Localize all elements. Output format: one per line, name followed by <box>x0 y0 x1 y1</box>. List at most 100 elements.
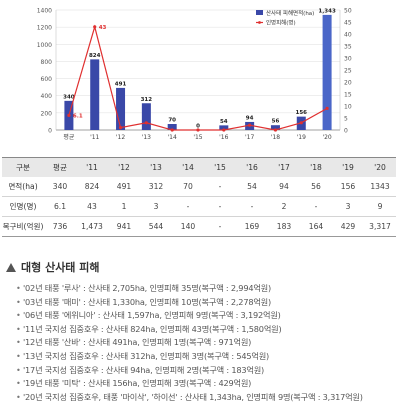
bar-data-label: 340 <box>63 94 75 100</box>
table-header-cell: '16 <box>236 157 268 177</box>
y-tick-label-right: 20 <box>344 80 352 87</box>
x-tick-label: '13 <box>142 134 151 141</box>
table-cell: 544 <box>148 222 164 231</box>
bar-data-label: 54 <box>220 119 228 125</box>
y-tick-label-left: 800 <box>41 59 53 66</box>
x-tick-label: '12 <box>116 134 125 141</box>
casualties-point <box>170 128 174 132</box>
bar-data-label: 824 <box>89 53 101 59</box>
table-cell: 340 <box>52 182 68 191</box>
damage-table: 구분 평균 '11 '12 '13 '14 '15 '16 '17 '18 '1… <box>2 157 396 237</box>
x-tick-label: '15 <box>193 134 202 141</box>
x-tick-label: 평균 <box>63 133 75 141</box>
bar-data-label: 94 <box>246 115 254 121</box>
table-header-cell: '17 <box>268 157 300 177</box>
table-cell: 56 <box>311 182 321 191</box>
legend-marker-line <box>258 21 261 24</box>
bar <box>322 14 332 131</box>
y-tick-label-right: 45 <box>344 20 352 27</box>
list-item: '19년 태풍 '미탁' : 산사태 156ha, 인명피해 3명(복구액 : … <box>16 377 396 391</box>
x-tick-label: '11 <box>90 134 99 141</box>
y-tick-label-right: 35 <box>344 44 352 51</box>
list-item: '06년 태풍 '에위니아' : 산사태 1,597ha, 인명피해 9명(복구… <box>16 309 396 323</box>
bar <box>270 125 280 130</box>
table-row-area: 면적(ha) 340 824 491 312 70 - 54 94 56 156… <box>2 177 396 197</box>
y-tick-label-right: 40 <box>344 32 352 39</box>
table-row-label: 인명(명) <box>9 202 37 211</box>
y-tick-label-left: 0 <box>48 128 52 135</box>
bar-data-label: 56 <box>272 119 280 125</box>
table-cell: 1,473 <box>81 222 103 231</box>
bar-data-label: 0 <box>196 124 200 130</box>
casualties-point <box>299 121 303 125</box>
y-tick-label-left: 1400 <box>37 8 52 15</box>
y-tick-label-left: 600 <box>41 76 53 83</box>
table-header-cell: '11 <box>76 157 108 177</box>
table-cell: 1343 <box>370 182 390 191</box>
y-tick-label-left: 400 <box>41 93 53 100</box>
event-list: '02년 태풍 '루사' : 산사태 2,705ha, 인명피해 35명(복구액… <box>16 282 396 404</box>
casualties-point <box>196 128 200 132</box>
list-item: '02년 태풍 '루사' : 산사태 2,705ha, 인명피해 35명(복구액… <box>16 282 396 296</box>
x-tick-label: '18 <box>271 134 280 141</box>
table-cell: 169 <box>244 222 260 231</box>
line-data-label: 6.1 <box>73 113 83 119</box>
casualties-point <box>144 121 148 125</box>
table-cell: 54 <box>247 182 257 191</box>
list-item: '03년 태풍 '매미' : 산사태 1,330ha, 인명피해 10명(복구액… <box>16 296 396 310</box>
table-cell: 824 <box>84 182 100 191</box>
casualties-point <box>93 25 97 29</box>
x-tick-label: '20 <box>322 134 331 141</box>
section-title: 대형 산사태 피해 <box>21 261 100 274</box>
table-cell: 6.1 <box>53 202 67 211</box>
line-data-label: 43 <box>99 25 107 31</box>
bar <box>219 125 229 130</box>
table-cell: 941 <box>116 222 132 231</box>
y-tick-label-right: 30 <box>344 56 352 63</box>
bar-data-label: 1,343 <box>318 8 336 14</box>
table-cell: 312 <box>148 182 164 191</box>
casualties-point <box>248 123 252 127</box>
x-tick-label: '16 <box>219 134 228 141</box>
y-tick-label-left: 200 <box>41 110 53 117</box>
list-item: '12년 태풍 '산바' : 산사태 491ha, 인명피해 1명(복구액 : … <box>16 336 396 350</box>
y-tick-label-right: 5 <box>344 116 348 123</box>
bar-data-label: 156 <box>296 110 308 116</box>
y-tick-label-right: 0 <box>344 128 348 135</box>
y-tick-label-right: 50 <box>344 8 352 15</box>
table-row-label: 면적(ha) <box>8 182 38 191</box>
bar-data-label: 312 <box>141 97 153 103</box>
table-cell: 183 <box>276 222 292 231</box>
table-header-cell: '12 <box>108 157 140 177</box>
y-tick-label-left: 1200 <box>37 25 52 32</box>
casualties-point <box>325 106 329 110</box>
table-cell: - <box>186 202 190 211</box>
table-cell: 3 <box>345 202 351 211</box>
y-tick-label-left: 1000 <box>37 42 52 49</box>
landslide-damage-chart: 0200400600800100012001400051015202530354… <box>37 8 352 142</box>
table-cell: 3,317 <box>369 222 391 231</box>
table-header-row: 구분 평균 '11 '12 '13 '14 '15 '16 '17 '18 '1… <box>2 157 396 177</box>
casualties-point <box>118 126 123 130</box>
list-item: '17년 국지성 집중호우 : 산사태 94ha, 인명피해 2명(복구액 : … <box>16 364 396 378</box>
table-cell: 9 <box>377 202 383 211</box>
section-heading: 대형 산사태 피해 <box>6 259 100 275</box>
table-cell: 736 <box>52 222 68 231</box>
table-header-cell: '20 <box>364 157 396 177</box>
table-cell: - <box>250 202 254 211</box>
x-tick-label: '17 <box>245 134 254 141</box>
bar-data-label: 491 <box>115 81 127 87</box>
bar-data-label: 70 <box>168 118 176 124</box>
table-cell: 70 <box>183 182 193 191</box>
legend-label-line: 인명피해(명) <box>266 19 296 27</box>
x-tick-label: '14 <box>168 134 177 141</box>
casualties-point <box>273 128 278 132</box>
table-row-label: 복구비(억원) <box>2 222 44 231</box>
table-cell: 1 <box>121 202 127 211</box>
list-item: '13년 국지성 집중호우 : 산사태 312ha, 인명피해 3명(복구액 :… <box>16 350 396 364</box>
table-cell: - <box>314 202 318 211</box>
bar <box>167 124 177 130</box>
table-cell: 429 <box>340 222 356 231</box>
table-header-cell: '18 <box>300 157 332 177</box>
table-header-cell: '14 <box>172 157 204 177</box>
